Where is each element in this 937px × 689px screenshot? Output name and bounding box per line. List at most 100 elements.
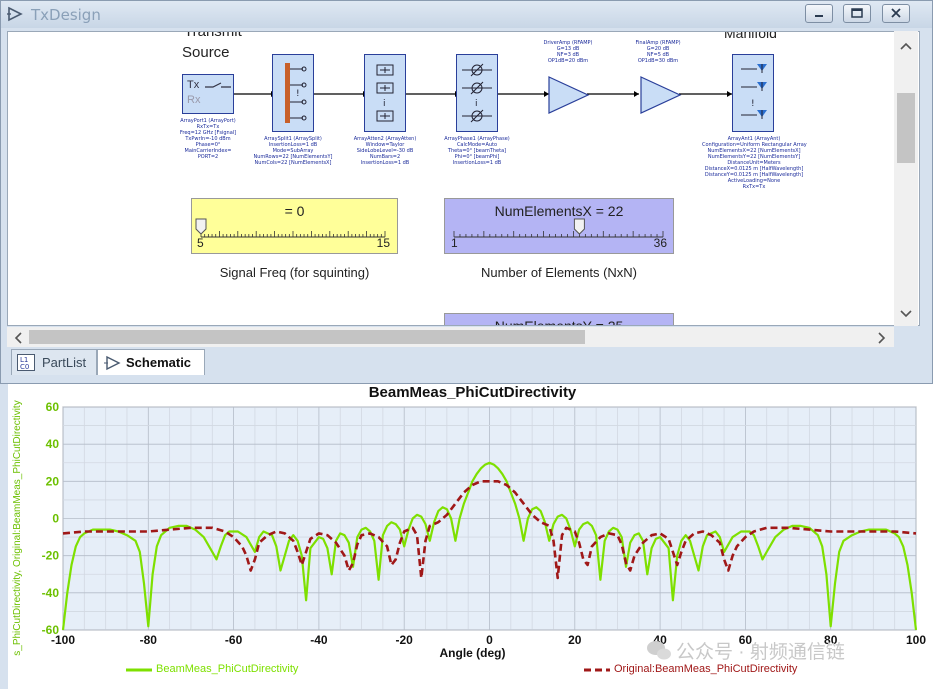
maximize-icon [851, 8, 863, 18]
num-elements-y-slider[interactable]: NumElementsY = 25 [444, 313, 674, 326]
tab-partlist-label: PartList [42, 355, 87, 370]
transmit-label: Transmit [184, 31, 242, 40]
phase-shifter-icon: i [462, 63, 492, 123]
signal-freq-thumb[interactable] [195, 218, 207, 235]
chart-x-tick-label: 20 [568, 633, 582, 647]
close-button[interactable] [882, 4, 910, 23]
num-elements-y-readout: NumElementsY = 25 [494, 318, 624, 326]
directivity-chart: BeamMeas_PhiCutDirectivity s_PhiCutDirec… [8, 384, 937, 689]
signal-freq-readout: = 0 [284, 203, 305, 219]
scroll-up-icon[interactable] [900, 41, 912, 51]
svg-text:!: ! [296, 89, 300, 99]
close-icon [891, 8, 901, 18]
signal-freq-slider[interactable]: = 0 5 15 [191, 198, 398, 254]
array-split-component[interactable]: ! [272, 54, 314, 132]
atten-params: ArrayAtten2 (ArrayAtten) Window=Taylor Sid… [353, 136, 417, 166]
watermark: 公众号 · 射频通信链 [676, 642, 845, 663]
chart-x-tick-label: -100 [51, 633, 75, 647]
schematic-app-icon [7, 6, 23, 22]
phase-params: ArrayPhase1 (ArrayPhase) CalcMode=Auto The… [444, 136, 510, 166]
title-bar[interactable]: TxDesign [1, 1, 932, 28]
tab-schematic-label: Schematic [126, 355, 192, 370]
array-phase-component[interactable]: i [456, 54, 498, 132]
horizontal-scroll-thumb[interactable] [29, 330, 585, 344]
txdesign-window: TxDesign Transmit Source Manifold [0, 0, 933, 384]
chart-title: BeamMeas_PhiCutDirectivity [368, 384, 577, 401]
minimize-icon [815, 15, 823, 17]
window-title: TxDesign [31, 6, 101, 24]
tab-partlist[interactable]: L1 C0 PartList [11, 349, 97, 375]
num-elements-x-thumb[interactable] [573, 218, 585, 235]
tab-schematic[interactable]: Schematic [97, 349, 205, 375]
scroll-left-icon[interactable] [13, 332, 23, 344]
chart-series-line-2 [62, 480, 917, 580]
splitter-icon: ! [285, 63, 307, 123]
chart-x-tick-label: -40 [310, 633, 328, 647]
chart-x-tick-label: -60 [225, 633, 243, 647]
chart-x-tick-label: -80 [140, 633, 158, 647]
driver-amp-params: DriverAmp (RFAMP) G=13 dB NF=3 dB OP1dB=20 … [543, 40, 593, 64]
signal-freq-track[interactable] [192, 217, 397, 243]
legend-series-2-label: Original:BeamMeas_PhiCutDirectivity [614, 663, 798, 675]
num-elements-x-readout: NumElementsX = 22 [494, 203, 624, 219]
port-rx-label: Rx [187, 94, 201, 106]
scroll-down-icon[interactable] [900, 309, 912, 319]
tab-bar: L1 C0 PartList Schematic [7, 347, 920, 377]
final-amp-component[interactable] [640, 76, 682, 114]
chart-y-tick-label: -60 [42, 623, 60, 637]
num-elements-caption: Number of Elements (NxN) [480, 265, 638, 280]
port-params: ArrayPort1 (ArrayPort) RxTx=Tx Freq=12 GHz… [179, 118, 237, 160]
schematic-icon [104, 355, 121, 371]
split-params: ArraySplit1 (ArraySplit) InsertionLoss=1 … [253, 136, 333, 166]
legend-series-1-label: BeamMeas_PhiCutDirectivity [156, 663, 299, 675]
antenna-array-icon: ! [741, 64, 767, 119]
wechat-icon [647, 641, 671, 660]
signal-freq-max: 15 [376, 236, 390, 250]
chart-y-tick-label: -40 [42, 586, 60, 600]
num-elements-x-max: 36 [653, 236, 667, 250]
driver-amp-component[interactable] [548, 76, 590, 114]
manifold-label: Manifold [724, 31, 777, 41]
svg-text:!: ! [751, 99, 755, 109]
chart-y-tick-label: -20 [42, 549, 60, 563]
svg-text:i: i [475, 99, 478, 109]
chart-plot-svg: -100 -80 -60 -40 -20 0 20 40 60 80 100 -60 -40 -20 0 20… [42, 400, 926, 672]
chart-x-tick-label: 80 [824, 633, 838, 647]
chart-x-tick-label: -20 [396, 633, 414, 647]
vertical-scroll-thumb[interactable] [897, 93, 915, 163]
chart-y-tick-label: 60 [46, 400, 60, 414]
svg-text:C0: C0 [20, 363, 29, 371]
background-window-edge [0, 384, 8, 689]
port-tx-label: Tx [187, 79, 200, 91]
array-port-component[interactable]: Tx Rx [182, 74, 234, 114]
chart-x-axis-label: Angle (deg) [439, 646, 506, 660]
signal-freq-min: 5 [197, 236, 204, 250]
array-atten-component[interactable]: i [364, 54, 406, 132]
port-switch-icon [205, 82, 231, 88]
final-amp-params: FinalAmp (RFAMP) G=20 dB NF=5 dB OP1dB=30 d… [635, 40, 681, 64]
svg-text:i: i [383, 99, 386, 109]
chart-x-tick-label: 0 [486, 633, 493, 647]
chart-x-tick-label: 100 [906, 633, 926, 647]
scroll-right-icon[interactable] [877, 332, 887, 344]
svg-text:L1: L1 [20, 356, 28, 364]
chart-x-tick-label: 60 [739, 633, 753, 647]
antenna-params: ArrayAnt1 (ArrayAnt) Configuration=Unifor… [702, 136, 807, 190]
num-elements-x-min: 1 [451, 236, 458, 250]
num-elements-x-slider[interactable]: NumElementsX = 22 1 36 [444, 198, 674, 254]
num-elements-x-track[interactable] [445, 217, 673, 243]
maximize-button[interactable] [843, 4, 871, 23]
minimize-button[interactable] [805, 4, 833, 23]
chart-series-line-1 [61, 461, 918, 631]
signal-freq-caption: Signal Freq (for squinting) [219, 265, 370, 280]
horizontal-scrollbar[interactable] [7, 327, 894, 347]
source-label: Source [182, 44, 230, 61]
partlist-icon: L1 C0 [17, 354, 35, 371]
chart-y-tick-label: 20 [46, 474, 60, 488]
array-antenna-component[interactable]: ! [732, 54, 774, 132]
vertical-scrollbar[interactable] [894, 31, 918, 326]
schematic-canvas[interactable]: Transmit Source Manifold Tx Rx ArrayPort… [7, 31, 920, 326]
chart-y-tick-label: 40 [46, 437, 60, 451]
attenuator-icon: i [376, 64, 394, 122]
chart-y-tick-label: 0 [52, 512, 59, 526]
